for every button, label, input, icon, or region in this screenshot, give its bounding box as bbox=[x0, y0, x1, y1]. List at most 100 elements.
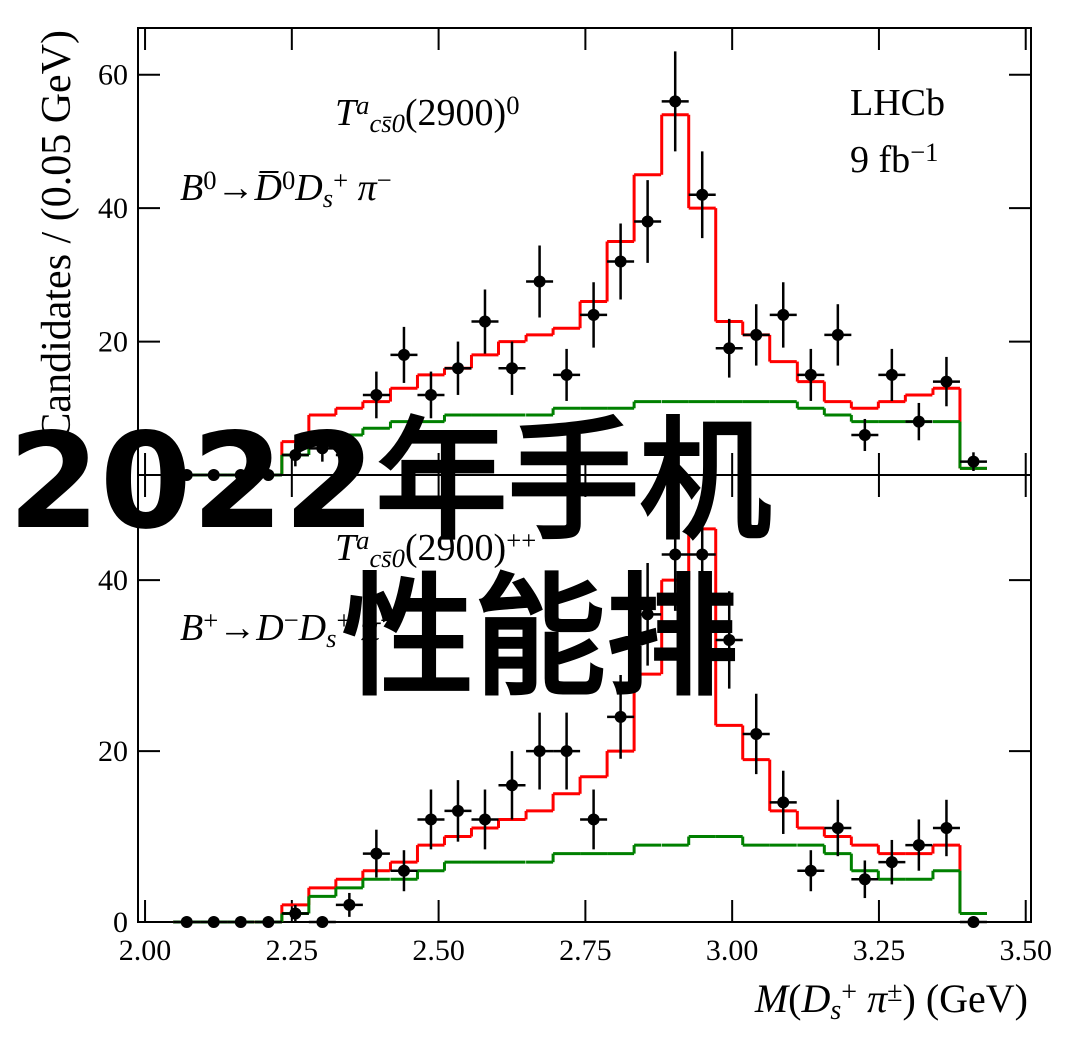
text-segment: a bbox=[356, 525, 369, 555]
data-point bbox=[777, 796, 790, 809]
data-point bbox=[370, 847, 383, 860]
data-point bbox=[912, 415, 925, 428]
text-segment: B bbox=[180, 607, 203, 649]
text-segment: 9 fb bbox=[850, 139, 910, 181]
x-tick-label: 2.00 bbox=[119, 934, 172, 967]
data-point bbox=[723, 633, 736, 646]
text-segment: LHCb bbox=[850, 82, 945, 124]
data-point bbox=[289, 448, 302, 461]
data-point bbox=[777, 308, 790, 321]
data-point bbox=[858, 873, 871, 886]
text-segment: s bbox=[326, 623, 336, 653]
data-point bbox=[831, 328, 844, 341]
data-point bbox=[831, 821, 844, 834]
text-segment: + bbox=[841, 977, 857, 1008]
text-segment: 0 bbox=[203, 165, 216, 195]
data-point bbox=[207, 916, 220, 928]
data-point bbox=[750, 727, 763, 740]
text-segment: s bbox=[323, 183, 333, 213]
x-tick-label: 2.75 bbox=[559, 934, 612, 967]
text-segment: → bbox=[217, 167, 255, 209]
data-point bbox=[967, 916, 980, 928]
data-point bbox=[560, 368, 573, 381]
data-point bbox=[641, 608, 654, 621]
data-point bbox=[316, 442, 329, 455]
text-segment: M bbox=[754, 976, 791, 1021]
text-segment: D bbox=[294, 167, 322, 209]
text-segment: → bbox=[218, 607, 256, 649]
text-segment: + bbox=[380, 605, 395, 635]
data-point bbox=[885, 368, 898, 381]
y-tick-label: 40 bbox=[98, 192, 128, 225]
data-point bbox=[370, 388, 383, 401]
rich-text: Tacs̄0(2900)0 bbox=[335, 90, 520, 138]
data-point bbox=[343, 898, 356, 911]
data-point bbox=[885, 856, 898, 869]
data-point bbox=[641, 215, 654, 228]
x-tick-label: 2.25 bbox=[266, 934, 319, 967]
x-tick-label: 3.50 bbox=[999, 934, 1052, 967]
text-segment: π bbox=[857, 976, 888, 1021]
text-segment: (2900) bbox=[405, 92, 506, 134]
data-point bbox=[669, 95, 682, 108]
y-tick-label: 40 bbox=[98, 564, 128, 597]
data-point bbox=[587, 813, 600, 826]
data-point bbox=[723, 342, 736, 355]
data-point bbox=[696, 188, 709, 201]
text-segment: ± bbox=[887, 977, 902, 1008]
text-segment: + bbox=[333, 165, 348, 195]
data-point bbox=[180, 916, 193, 928]
y-tick-label: 20 bbox=[98, 735, 128, 768]
y-tick-label: 0 bbox=[113, 459, 128, 492]
data-point bbox=[451, 804, 464, 817]
text-segment: a bbox=[356, 90, 369, 120]
data-point bbox=[804, 368, 817, 381]
rich-text: Tacs̄0(2900)++ bbox=[335, 525, 536, 573]
text-segment: D bbox=[298, 607, 326, 649]
text-segment: D bbox=[800, 976, 830, 1021]
text-segment: 0 bbox=[282, 165, 295, 195]
data-point bbox=[533, 275, 546, 288]
overlay-text: 2022年手机 bbox=[8, 405, 771, 559]
text-segment: ( bbox=[788, 976, 801, 1021]
rich-text: LHCb bbox=[850, 82, 945, 124]
data-point bbox=[451, 362, 464, 375]
data-point bbox=[587, 308, 600, 321]
y-axis-label: Candidates / (0.05 GeV) bbox=[34, 30, 80, 441]
data-point bbox=[234, 916, 247, 928]
data-point bbox=[533, 745, 546, 758]
data-point bbox=[804, 864, 817, 877]
x-tick-label: 2.50 bbox=[412, 934, 465, 967]
text-segment: π bbox=[351, 607, 381, 649]
overlay-text: 性能排 bbox=[342, 561, 738, 715]
data-point bbox=[940, 821, 953, 834]
x-tick-label: 3.25 bbox=[853, 934, 906, 967]
text-segment: π bbox=[348, 167, 378, 209]
data-point bbox=[940, 375, 953, 388]
x-tick-label: 3.00 bbox=[706, 934, 759, 967]
text-segment: cs̄0 bbox=[369, 543, 404, 573]
data-point bbox=[262, 916, 275, 928]
data-point bbox=[289, 907, 302, 920]
data-point bbox=[669, 548, 682, 561]
text-segment: s bbox=[830, 995, 841, 1026]
text-segment: B bbox=[180, 167, 203, 209]
data-point bbox=[560, 745, 573, 758]
data-point bbox=[614, 710, 627, 723]
data-point bbox=[343, 448, 356, 461]
data-point bbox=[397, 864, 410, 877]
data-point bbox=[505, 362, 518, 375]
data-point bbox=[478, 315, 491, 328]
data-point bbox=[397, 348, 410, 361]
text-segment: ++ bbox=[506, 525, 536, 555]
text-segment: D̅ bbox=[254, 167, 282, 209]
text-segment: + bbox=[336, 605, 351, 635]
y-tick-label: 20 bbox=[98, 326, 128, 359]
text-segment: T bbox=[335, 92, 359, 134]
rich-text: 9 fb−1 bbox=[850, 137, 938, 181]
data-point bbox=[316, 916, 329, 928]
data-point bbox=[478, 813, 491, 826]
data-point bbox=[696, 548, 709, 561]
